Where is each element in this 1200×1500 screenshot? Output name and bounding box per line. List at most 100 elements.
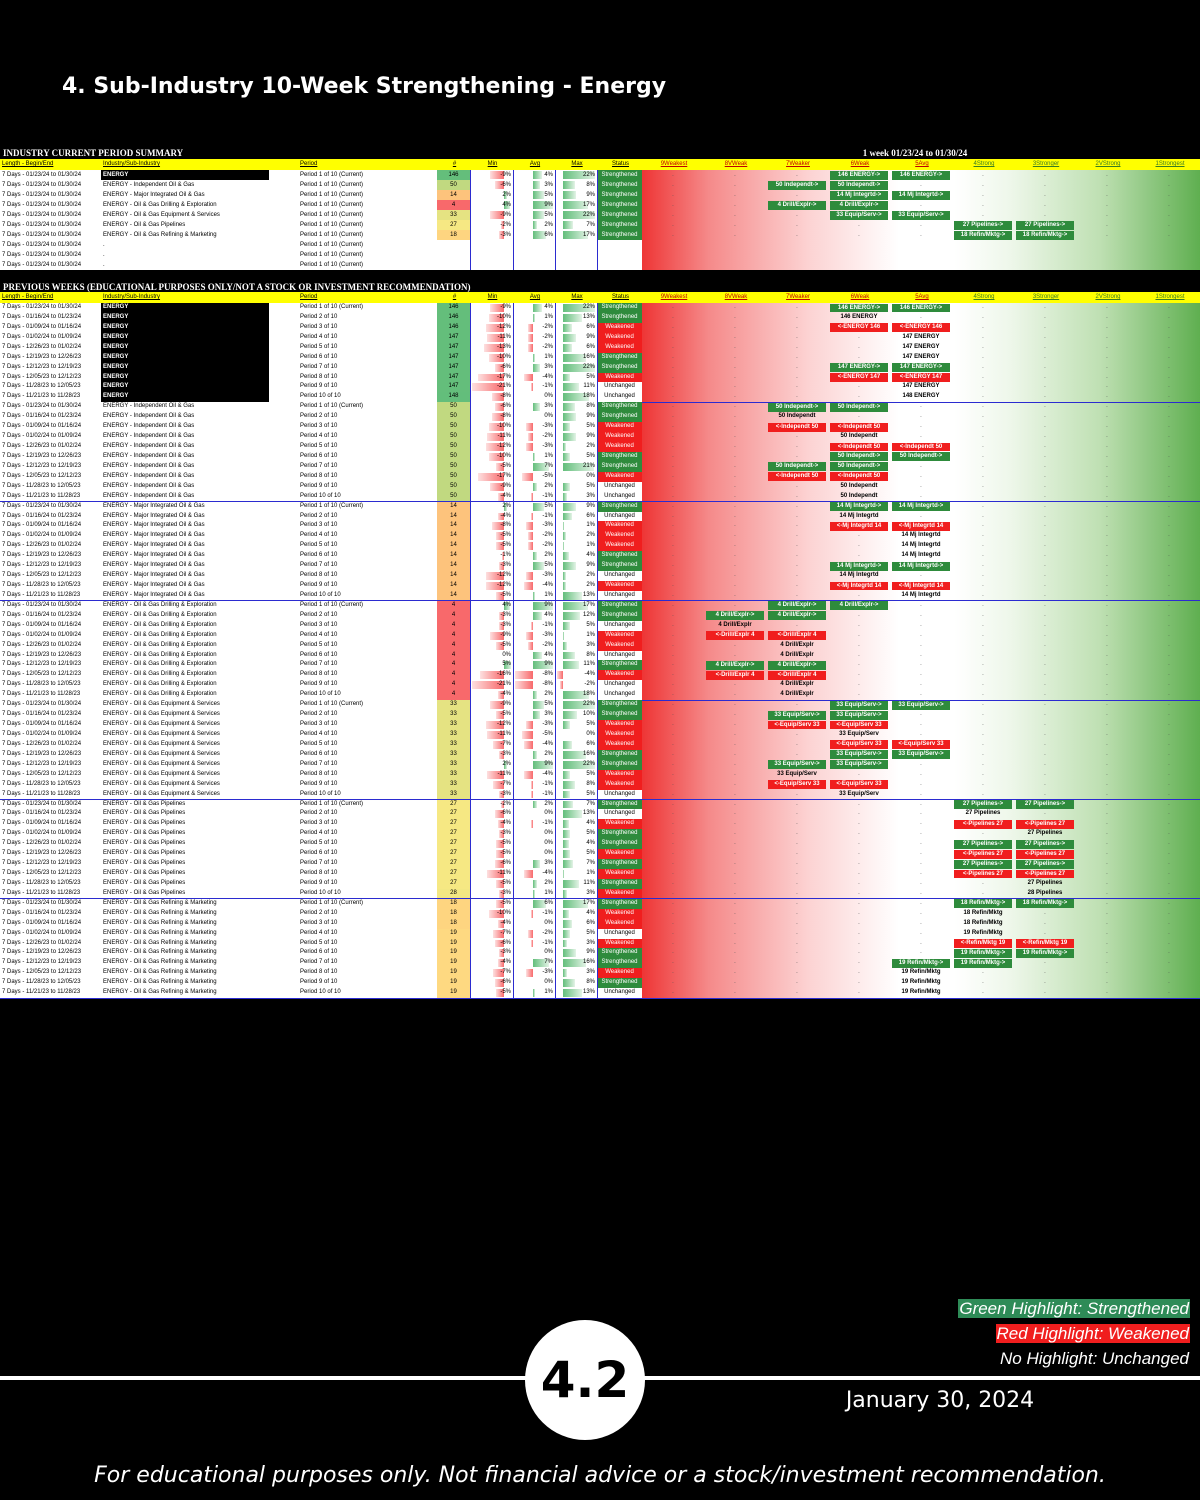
rank-cell: 50 Independt bbox=[778, 413, 816, 420]
rank-cell: . bbox=[920, 810, 922, 817]
rank-cell: . bbox=[920, 651, 922, 658]
length-cell: 7 Days - 12/26/23 to 01/02/24 bbox=[2, 740, 82, 747]
max-cell: 13% bbox=[582, 989, 595, 996]
rank-cell: . bbox=[796, 740, 798, 747]
avg-bar bbox=[532, 810, 534, 819]
rank-cell: 50 Independt bbox=[840, 433, 878, 440]
rank-cell: . bbox=[1044, 443, 1046, 450]
column-rule bbox=[513, 303, 514, 999]
row-bg bbox=[0, 968, 642, 979]
min-cell: -12% bbox=[496, 582, 511, 589]
rank-cell: . bbox=[1044, 413, 1046, 420]
max-cell: 5% bbox=[586, 721, 595, 728]
status-cell: Weakened bbox=[597, 968, 642, 979]
row-bg bbox=[0, 819, 642, 830]
max-cell: 22% bbox=[582, 212, 595, 218]
rank-cell: . bbox=[734, 701, 736, 708]
rank-cell: . bbox=[1168, 443, 1170, 450]
industry-cell: ENERGY - Independent Oil & Gas bbox=[103, 452, 195, 459]
status-cell: Strengthened bbox=[597, 190, 642, 200]
max-bar bbox=[562, 562, 576, 571]
min-cell: -6% bbox=[500, 939, 511, 946]
max-bar bbox=[562, 730, 564, 739]
rank-cell: . bbox=[982, 403, 984, 410]
rank-cell: . bbox=[920, 222, 922, 228]
min-bar bbox=[499, 889, 504, 898]
min-bar bbox=[485, 443, 504, 451]
length-cell: 7 Days - 01/16/24 to 01/23/24 bbox=[2, 413, 82, 420]
row-bg bbox=[0, 869, 642, 879]
industry-cell: ENERGY - Oil & Gas Drilling & Exploratio… bbox=[103, 641, 217, 648]
row-bg bbox=[0, 402, 642, 413]
period-cell: Period 7 of 10 bbox=[300, 462, 338, 469]
min-cell: -2% bbox=[500, 222, 511, 228]
avg-cell: 0% bbox=[544, 810, 553, 817]
period-cell: Period 2 of 10 bbox=[300, 512, 338, 519]
rank-cell: <-Equip/Serv 33 bbox=[892, 740, 950, 750]
max-bar bbox=[562, 572, 566, 581]
rank-cell: . bbox=[982, 701, 984, 708]
length-cell: 7 Days - 01/23/24 to 01/30/24 bbox=[2, 899, 82, 906]
rank-cell: . bbox=[1106, 403, 1108, 410]
rank-cell: . bbox=[672, 840, 674, 847]
rank-cell: . bbox=[1044, 482, 1046, 489]
max-cell: 10% bbox=[582, 711, 595, 718]
rank-cell: 147 ENERGY bbox=[902, 343, 940, 350]
max-bar bbox=[562, 532, 566, 541]
rank-cell: . bbox=[1044, 651, 1046, 658]
length-cell: 7 Days - 12/05/23 to 12/12/23 bbox=[2, 671, 82, 678]
industry-cell: ENERGY - Oil & Gas Equipment & Services bbox=[103, 721, 220, 728]
industry-cell: ENERGY - Oil & Gas Pipelines bbox=[103, 840, 186, 847]
min-bar bbox=[494, 939, 504, 948]
rank-cell: . bbox=[672, 661, 674, 668]
rank-cell: . bbox=[1106, 182, 1108, 188]
min-cell: -3% bbox=[500, 750, 511, 757]
rank-cell: . bbox=[796, 750, 798, 757]
min-cell: -11% bbox=[497, 333, 511, 340]
avg-bar bbox=[523, 770, 533, 779]
rank-cell: . bbox=[920, 760, 922, 767]
avg-bar bbox=[532, 661, 553, 670]
rank-cell: . bbox=[1106, 443, 1108, 450]
rank-cell: . bbox=[734, 850, 736, 857]
rank-cell: 147 ENERGY-> bbox=[892, 363, 950, 372]
rank-cell: . bbox=[1168, 212, 1170, 218]
rank-cell: . bbox=[734, 800, 736, 807]
avg-cell: -3% bbox=[542, 631, 553, 638]
industry-cell: ENERGY - Oil & Gas Drilling & Exploratio… bbox=[103, 601, 217, 608]
status-cell: Unchanged bbox=[604, 591, 635, 598]
rank-cell: . bbox=[1044, 721, 1046, 728]
rank-cell: . bbox=[1106, 949, 1108, 956]
row-bg bbox=[0, 660, 642, 671]
period-cell: Period 8 of 10 bbox=[300, 671, 338, 678]
min-bar bbox=[479, 671, 504, 680]
rank-cell: <-Independt 50 bbox=[830, 442, 888, 452]
rank-cell: <-Pipelines 27 bbox=[954, 869, 1012, 879]
rank-cell: . bbox=[1044, 472, 1046, 479]
length-cell: 7 Days - 01/09/24 to 01/16/24 bbox=[2, 721, 82, 728]
min-bar bbox=[490, 171, 504, 179]
column-header: 6Weak bbox=[850, 294, 870, 300]
column-header: Length - Begin/End bbox=[2, 161, 54, 167]
period-cell: Period 9 of 10 bbox=[300, 383, 338, 390]
industry-cell: ENERGY - Oil & Gas Equipment & Services bbox=[103, 701, 220, 708]
period-cell: Period 6 of 10 bbox=[300, 750, 338, 757]
row-bg bbox=[0, 422, 642, 433]
rank-cell: . bbox=[734, 949, 736, 956]
max-cell: 7% bbox=[586, 222, 595, 228]
max-bar bbox=[562, 989, 582, 998]
rank-cell: . bbox=[672, 582, 674, 589]
max-bar bbox=[557, 671, 563, 680]
min-cell: -5% bbox=[500, 989, 511, 996]
rank-cell: . bbox=[672, 552, 674, 559]
avg-bar bbox=[532, 313, 536, 322]
period-cell: Period 1 of 10 (Current) bbox=[300, 212, 364, 218]
avg-cell: 1% bbox=[544, 889, 553, 896]
rank-cell: 33 Equip/Serv-> bbox=[892, 750, 950, 760]
avg-cell: -3% bbox=[542, 969, 553, 976]
max-bar bbox=[562, 601, 588, 610]
rank-cell: . bbox=[1168, 979, 1170, 986]
rank-cell: <-Pipelines 27 bbox=[954, 819, 1012, 829]
max-cell: 11% bbox=[583, 383, 595, 390]
rank-cell: . bbox=[1044, 403, 1046, 410]
